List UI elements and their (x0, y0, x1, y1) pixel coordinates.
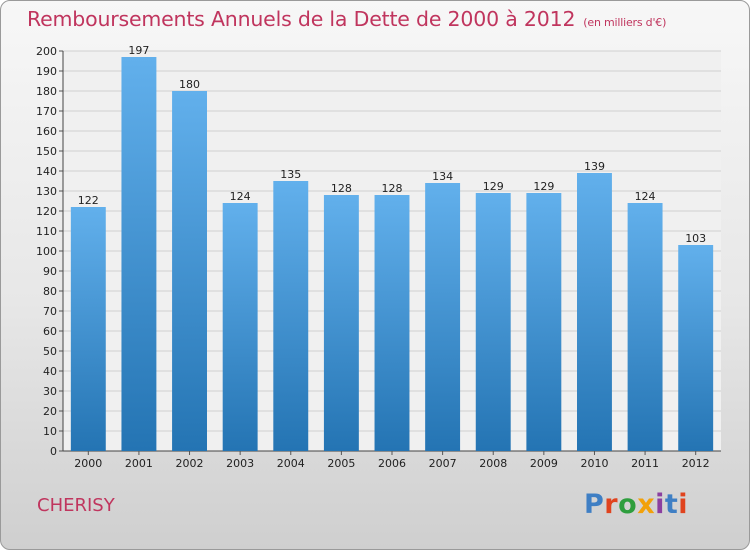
logo-letter: r (604, 489, 619, 520)
x-tick-label: 2003 (226, 457, 254, 470)
logo-letter: i (678, 489, 689, 520)
x-tick-label: 2007 (429, 457, 457, 470)
logo-letter: P (584, 489, 605, 520)
x-tick-label: 2005 (327, 457, 355, 470)
y-tick-label: 20 (43, 405, 57, 418)
bar-value-label: 124 (635, 190, 656, 203)
bar-value-label: 128 (382, 182, 403, 195)
bar-value-label: 180 (179, 78, 200, 91)
proxiti-logo: Proxiti (584, 489, 688, 520)
y-tick-label: 90 (43, 265, 57, 278)
y-tick-label: 110 (36, 225, 57, 238)
bar (374, 195, 410, 451)
logo-letter: x (637, 489, 656, 520)
chart-title-text: Remboursements Annuels de la Dette de 20… (27, 7, 576, 31)
bar-value-label: 139 (584, 160, 605, 173)
bar-value-label: 103 (685, 232, 706, 245)
x-tick-label: 2001 (125, 457, 153, 470)
bar (475, 193, 511, 451)
bar-value-label: 135 (280, 168, 301, 181)
x-tick-label: 2006 (378, 457, 406, 470)
y-tick-label: 150 (36, 145, 57, 158)
y-tick-label: 60 (43, 325, 57, 338)
y-tick-label: 190 (36, 65, 57, 78)
chart-title-unit: (en milliers d'€) (583, 16, 667, 29)
bar (526, 193, 562, 451)
bar-value-label: 197 (128, 44, 149, 57)
x-tick-label: 2004 (277, 457, 305, 470)
bar-value-label: 129 (483, 180, 504, 193)
bar (70, 207, 106, 451)
bar (172, 91, 208, 451)
bar-value-label: 122 (78, 194, 99, 207)
y-tick-label: 0 (50, 445, 57, 458)
y-tick-label: 30 (43, 385, 57, 398)
y-tick-label: 160 (36, 125, 57, 138)
bar (121, 57, 157, 451)
bar-value-label: 134 (432, 170, 453, 183)
x-tick-label: 2012 (682, 457, 710, 470)
y-tick-label: 140 (36, 165, 57, 178)
y-tick-label: 180 (36, 85, 57, 98)
x-tick-label: 2011 (631, 457, 659, 470)
bar-value-label: 124 (230, 190, 251, 203)
y-tick-label: 200 (36, 45, 57, 58)
bar (678, 245, 714, 451)
y-tick-label: 80 (43, 285, 57, 298)
y-tick-label: 170 (36, 105, 57, 118)
x-tick-label: 2010 (580, 457, 608, 470)
x-tick-label: 2002 (176, 457, 204, 470)
bar (323, 195, 359, 451)
logo-letter: t (664, 489, 679, 520)
y-tick-label: 100 (36, 245, 57, 258)
y-tick-label: 50 (43, 345, 57, 358)
y-tick-label: 130 (36, 185, 57, 198)
bar (222, 203, 258, 451)
logo-letter: i (655, 489, 665, 520)
x-tick-label: 2008 (479, 457, 507, 470)
y-tick-label: 10 (43, 425, 57, 438)
chart-title: Remboursements Annuels de la Dette de 20… (27, 7, 666, 31)
commune-name: CHERISY (37, 495, 115, 516)
x-tick-label: 2009 (530, 457, 558, 470)
y-tick-label: 120 (36, 205, 57, 218)
bar-value-label: 128 (331, 182, 352, 195)
logo-letter: o (618, 489, 638, 520)
bar (425, 183, 461, 451)
y-tick-label: 70 (43, 305, 57, 318)
bar-value-label: 129 (533, 180, 554, 193)
bar (576, 173, 612, 451)
bar (627, 203, 663, 451)
x-tick-label: 2000 (74, 457, 102, 470)
bar (273, 181, 309, 451)
y-tick-label: 40 (43, 365, 57, 378)
